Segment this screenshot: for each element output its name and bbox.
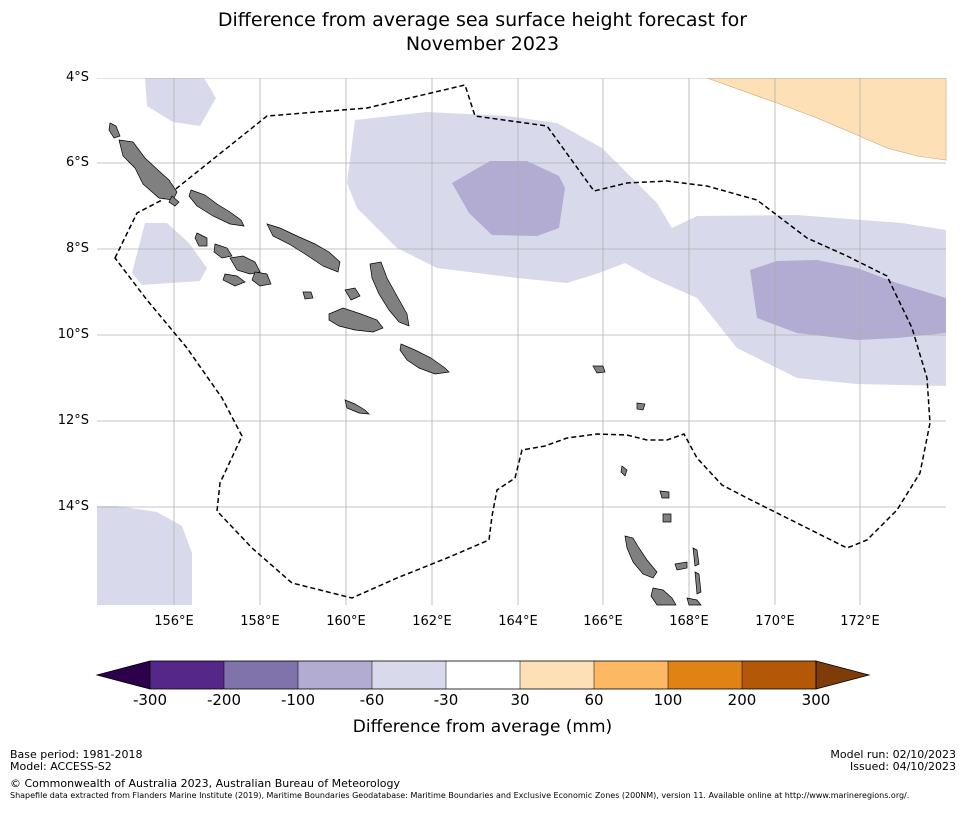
lon-label-166e: 166°E — [583, 614, 623, 629]
model-run-text: Model run: 02/10/2023 — [830, 748, 956, 761]
lon-label-158e: 158°E — [240, 614, 280, 629]
map-title-line2: November 2023 — [405, 33, 560, 55]
map-title: Difference from average sea surface heig… — [0, 8, 965, 56]
copyright-text: © Commonwealth of Australia 2023, Austra… — [10, 777, 400, 790]
colorbar-bin-100-200 — [668, 661, 742, 689]
issued-text: Issued: 04/10/2023 — [849, 760, 956, 773]
island-vella-lavella — [222, 273, 246, 287]
lat-label-8s: 8°S — [65, 241, 89, 256]
lat-label-6s: 6°S — [65, 155, 89, 170]
island-espiritu-santo — [624, 535, 658, 579]
map-title-line1: Difference from average sea surface heig… — [217, 9, 748, 31]
island-torres — [620, 465, 628, 477]
lat-label-12s: 12°S — [57, 413, 89, 428]
lon-label-172e: 172°E — [840, 614, 880, 629]
lat-label-10s: 10°S — [57, 327, 89, 342]
colorbar-tick-300: 300 — [801, 691, 831, 709]
island-malaita — [369, 261, 410, 327]
land-masses — [108, 122, 702, 606]
colorbar-tick-200: 200 — [727, 691, 757, 709]
island-gaua — [662, 513, 672, 523]
island-vanikoro — [636, 402, 646, 411]
sea-level-map[interactable] — [97, 78, 947, 606]
colorbar-tick-minus30: -30 — [433, 691, 459, 709]
island-bougainville — [118, 139, 178, 201]
solomon-islands-eez-boundary — [114, 84, 931, 599]
colorbar-bin-60-100 — [594, 661, 668, 689]
lat-label-4s: 4°S — [65, 70, 89, 85]
lon-label-160e: 160°E — [326, 614, 366, 629]
colorbar-over-triangle — [815, 660, 871, 690]
colorbar-bin-30-60 — [520, 661, 594, 689]
colorbar-tick-minus200: -200 — [206, 691, 242, 709]
colorbar-bin-minus30-30 — [446, 661, 520, 689]
colorbar-tick-minus100: -100 — [280, 691, 316, 709]
island-florida — [344, 287, 361, 301]
shapefile-credit-text: Shapefile data extracted from Flanders M… — [10, 791, 910, 800]
island-santa-cruz — [592, 365, 606, 374]
island-malakula — [650, 587, 677, 606]
anomaly-core-east — [750, 260, 946, 340]
lon-label-162e: 162°E — [412, 614, 452, 629]
colorbar-bin-minus60-minus30 — [372, 661, 446, 689]
colorbar-tick-minus60: -60 — [359, 691, 385, 709]
colorbar-outline — [149, 660, 817, 690]
island-shortland — [168, 195, 180, 207]
colorbar-label: Difference from average (mm) — [352, 717, 613, 737]
graticule — [97, 78, 946, 605]
colorbar-tick-30: 30 — [510, 691, 530, 709]
island-russell — [251, 271, 272, 287]
colorbar — [95, 660, 871, 690]
colorbar-tick-60: 60 — [584, 691, 604, 709]
anomaly-patch-north-west — [145, 78, 216, 126]
island-makira — [399, 343, 450, 375]
lon-label-156e: 156°E — [154, 614, 194, 629]
island-kolombangara — [229, 255, 261, 275]
colorbar-tick-minus300: -300 — [132, 691, 168, 709]
island-new-georgia — [194, 232, 208, 247]
island-buka — [108, 122, 121, 139]
colorbar-under-triangle — [95, 660, 151, 690]
island-savo — [302, 291, 314, 300]
island-santa-isabel — [266, 223, 341, 273]
colorbar-bin-minus200-minus100 — [224, 661, 298, 689]
colorbar-bin-200-300 — [742, 661, 816, 689]
anomaly-patch-south-west — [97, 506, 192, 605]
island-pentecost — [694, 571, 702, 595]
anomaly-patch-west-solomon — [132, 223, 207, 285]
anomaly-core-central — [452, 161, 565, 236]
anomaly-positive-north-east — [706, 78, 947, 161]
lon-label-170e: 170°E — [755, 614, 795, 629]
island-rennell — [344, 399, 370, 415]
island-ambae — [674, 561, 688, 571]
lat-label-14s: 14°S — [57, 499, 89, 514]
colorbar-dividers — [223, 661, 743, 689]
lon-label-168e: 168°E — [669, 614, 709, 629]
island-banks — [659, 490, 670, 499]
colorbar-bin-minus300-minus200 — [150, 661, 224, 689]
colorbar-tick-100: 100 — [653, 691, 683, 709]
island-choiseul — [188, 189, 245, 227]
island-guadalcanal — [328, 307, 384, 333]
base-period-text: Base period: 1981-2018 — [10, 748, 143, 761]
colorbar-bin-minus100-minus60 — [298, 661, 372, 689]
island-epi — [686, 597, 702, 606]
anomaly-band-minus60-minus100 — [452, 161, 946, 340]
island-rendova — [213, 243, 233, 259]
model-text: Model: ACCESS-S2 — [10, 760, 112, 773]
island-maewo — [692, 547, 700, 567]
lon-label-164e: 164°E — [498, 614, 538, 629]
